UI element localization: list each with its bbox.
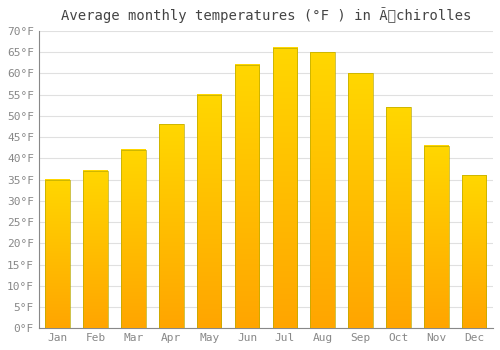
Bar (386, 107, 410, 328)
Title: Average monthly temperatures (°F ) in Ãchirolles: Average monthly temperatures (°F ) in Ã… (60, 7, 471, 23)
Bar (197, 95, 222, 328)
Bar (310, 52, 335, 328)
Bar (159, 124, 184, 328)
Bar (348, 74, 373, 328)
Bar (462, 175, 486, 328)
Bar (121, 150, 146, 328)
Bar (84, 171, 108, 328)
Bar (272, 48, 297, 328)
Bar (424, 146, 448, 328)
Bar (46, 180, 70, 328)
Bar (234, 65, 260, 328)
